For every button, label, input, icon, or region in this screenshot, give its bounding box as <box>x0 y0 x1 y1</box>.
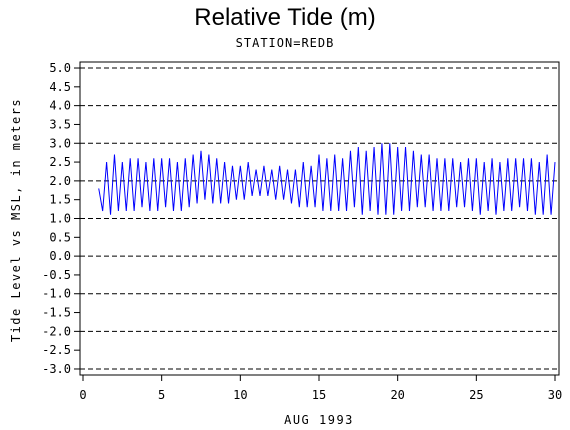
y-tick-label: -3.0 <box>42 362 71 376</box>
x-tick-label: 15 <box>312 388 326 402</box>
y-tick-label: -0.5 <box>42 268 71 282</box>
plot-frame <box>79 61 560 376</box>
grid-lines <box>80 67 559 370</box>
chart-subtitle: STATION=REDB <box>235 36 335 50</box>
x-tick-label: 30 <box>548 388 562 402</box>
y-tick-label: -1.0 <box>42 287 71 301</box>
y-tick-label: 1.5 <box>49 193 71 207</box>
y-tick-label: 2.0 <box>49 174 71 188</box>
y-tick-label: -2.5 <box>42 343 71 357</box>
y-axis-label: Tide Level vs MSL, in meters <box>9 98 23 342</box>
y-tick-label: 0.0 <box>49 249 71 263</box>
y-tick-label: 4.5 <box>49 80 71 94</box>
x-axis: 0 5 10 15 20 25 30 <box>79 375 562 402</box>
y-tick-label: -2.0 <box>42 324 71 338</box>
x-tick-label: 20 <box>390 388 404 402</box>
x-axis-label: AUG 1993 <box>284 413 354 427</box>
series-layer <box>98 143 556 215</box>
series-line-0 <box>98 143 556 215</box>
chart-title: Relative Tide (m) <box>194 4 376 31</box>
y-tick-label: 4.0 <box>49 99 71 113</box>
y-tick-label: -1.5 <box>42 306 71 320</box>
y-tick-label: 5.0 <box>49 61 71 75</box>
y-tick-label: 2.5 <box>49 155 71 169</box>
x-tick-label: 25 <box>469 388 483 402</box>
y-tick-label: 0.5 <box>49 230 71 244</box>
y-tick-label: 3.5 <box>49 117 71 131</box>
y-axis: 5.0 4.5 4.0 3.5 3.0 2.5 2.0 1.5 1.0 0.5 0.0 -0.5 -1.… <box>42 61 80 376</box>
x-tick-label: 5 <box>158 388 165 402</box>
x-tick-label: 10 <box>233 388 247 402</box>
y-tick-label: 3.0 <box>49 136 71 150</box>
x-tick-label: 0 <box>79 388 86 402</box>
y-tick-label: 1.0 <box>49 212 71 226</box>
